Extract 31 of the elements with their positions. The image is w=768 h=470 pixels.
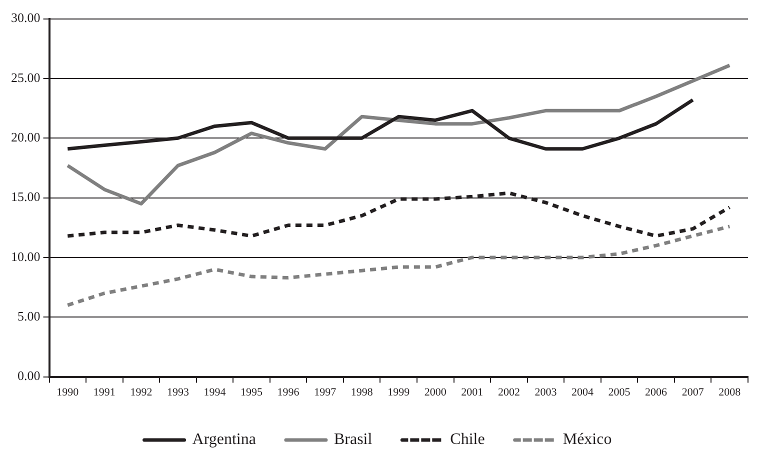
- legend-label: México: [562, 431, 612, 448]
- y-tick-label: 25.00: [11, 70, 40, 85]
- x-tick-label: 2001: [461, 386, 484, 398]
- x-tick-label: 2006: [645, 386, 668, 398]
- x-tick-label: 1994: [204, 386, 226, 398]
- x-tick-label: 2003: [534, 386, 558, 398]
- line-series: [66, 224, 732, 307]
- x-tick-label: 1997: [314, 386, 337, 398]
- x-tick-label: 1992: [130, 386, 152, 398]
- x-tick-label: 1995: [240, 386, 264, 398]
- x-tick-label: 1993: [166, 386, 190, 398]
- x-tick-label: 1999: [388, 386, 410, 398]
- x-tick-label: 2008: [718, 386, 742, 398]
- x-tick-label: 1991: [93, 386, 116, 398]
- x-tick-label: 2004: [572, 386, 594, 398]
- legend-label: Chile: [450, 431, 485, 448]
- y-tick-label: 20.00: [11, 130, 40, 145]
- x-tick-label: 1990: [56, 386, 80, 398]
- x-tick-label: 2000: [424, 386, 447, 398]
- x-tick-label: 2005: [608, 386, 631, 398]
- y-tick-label: 30.00: [11, 10, 40, 26]
- y-tick-label: 0.00: [18, 368, 40, 384]
- legend-label: Argentina: [192, 431, 256, 448]
- x-tick-label: 2002: [498, 386, 520, 398]
- y-tick-label: 15.00: [11, 189, 40, 204]
- x-tick-label: 1996: [277, 386, 300, 398]
- x-tick-label: 2007: [682, 386, 704, 398]
- y-tick-label: 5.00: [18, 308, 40, 324]
- y-tick-label: 10.00: [11, 248, 40, 264]
- x-tick-label: 1998: [350, 386, 374, 398]
- legend-label: Brasil: [334, 431, 373, 448]
